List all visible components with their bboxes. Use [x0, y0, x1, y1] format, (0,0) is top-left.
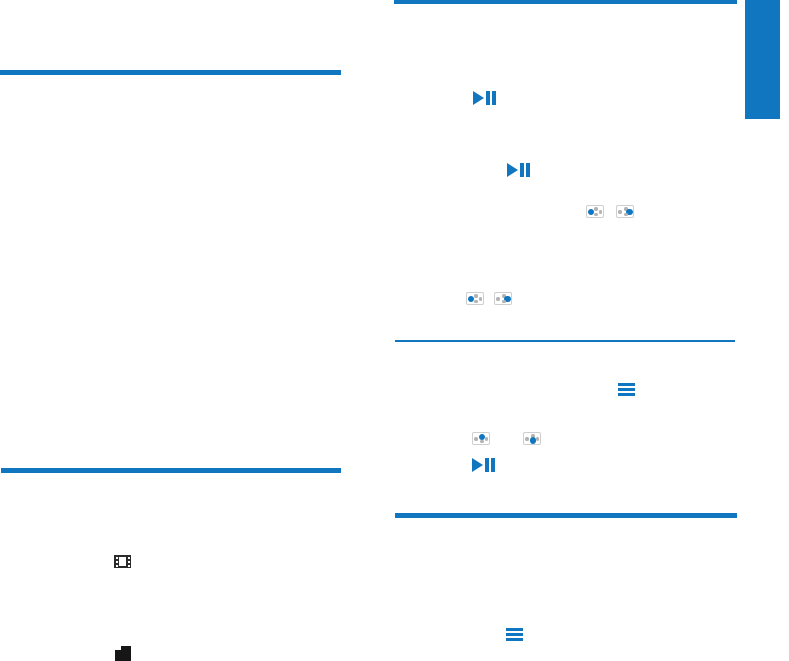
pause-bar	[486, 91, 490, 105]
filmstrip-icon	[114, 555, 131, 568]
pause-bar	[485, 458, 489, 472]
play-pause-icon	[473, 91, 496, 105]
chapter-edge-tab	[745, 0, 780, 119]
play-triangle	[507, 163, 518, 177]
section-rule	[0, 70, 341, 75]
section-rule	[395, 513, 737, 518]
nav-right-button-icon	[494, 292, 512, 305]
folder-icon	[115, 646, 131, 661]
pause-bar	[520, 163, 524, 177]
options-menu-icon	[506, 628, 523, 641]
play-pause-icon	[472, 458, 495, 472]
play-triangle	[472, 458, 483, 472]
pause-bar	[491, 458, 495, 472]
section-rule-thin	[395, 340, 735, 342]
nav-left-button-icon	[466, 292, 484, 305]
pause-bar	[492, 91, 496, 105]
section-rule	[394, 0, 737, 4]
play-pause-icon	[507, 163, 530, 177]
nav-left-button-icon	[586, 205, 604, 218]
options-menu-icon	[618, 383, 635, 396]
section-rule	[1, 468, 341, 473]
pause-bar	[526, 163, 530, 177]
nav-down-button-icon	[523, 432, 541, 445]
play-triangle	[473, 91, 484, 105]
nav-up-button-icon	[472, 432, 490, 445]
nav-right-button-icon	[616, 205, 634, 218]
